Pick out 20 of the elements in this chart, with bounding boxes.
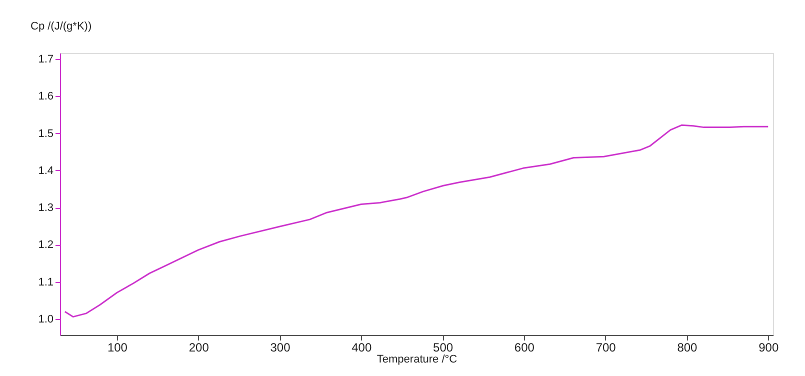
x-tick-label: 800	[677, 340, 698, 354]
y-tick-label: 1.2	[38, 239, 54, 252]
x-tick-label: 500	[433, 340, 454, 354]
y-tick-label: 1.5	[38, 128, 54, 140]
y-tick-label: 1.7	[38, 53, 54, 66]
x-tick-label: 600	[514, 340, 535, 354]
y-tick-label: 1.0	[38, 314, 54, 326]
x-tick-label: 200	[188, 340, 210, 354]
x-tick-label: 700	[596, 340, 616, 354]
y-tick-label: 1.4	[38, 164, 54, 177]
line-series	[64, 124, 769, 318]
y-tick-label: 1.6	[38, 90, 54, 103]
x-tick-label: 900	[758, 340, 779, 354]
x-axis-title: Temperature /°C	[376, 354, 458, 366]
x-tick-label: 300	[270, 340, 291, 354]
x-tick-label: 100	[107, 340, 128, 354]
y-axis-title: Cp /(J/(g*K))	[30, 20, 92, 32]
x-tick-label: 400	[352, 340, 372, 354]
y-tick-label: 1.1	[38, 276, 54, 288]
y-tick-label: 1.3	[38, 202, 54, 214]
